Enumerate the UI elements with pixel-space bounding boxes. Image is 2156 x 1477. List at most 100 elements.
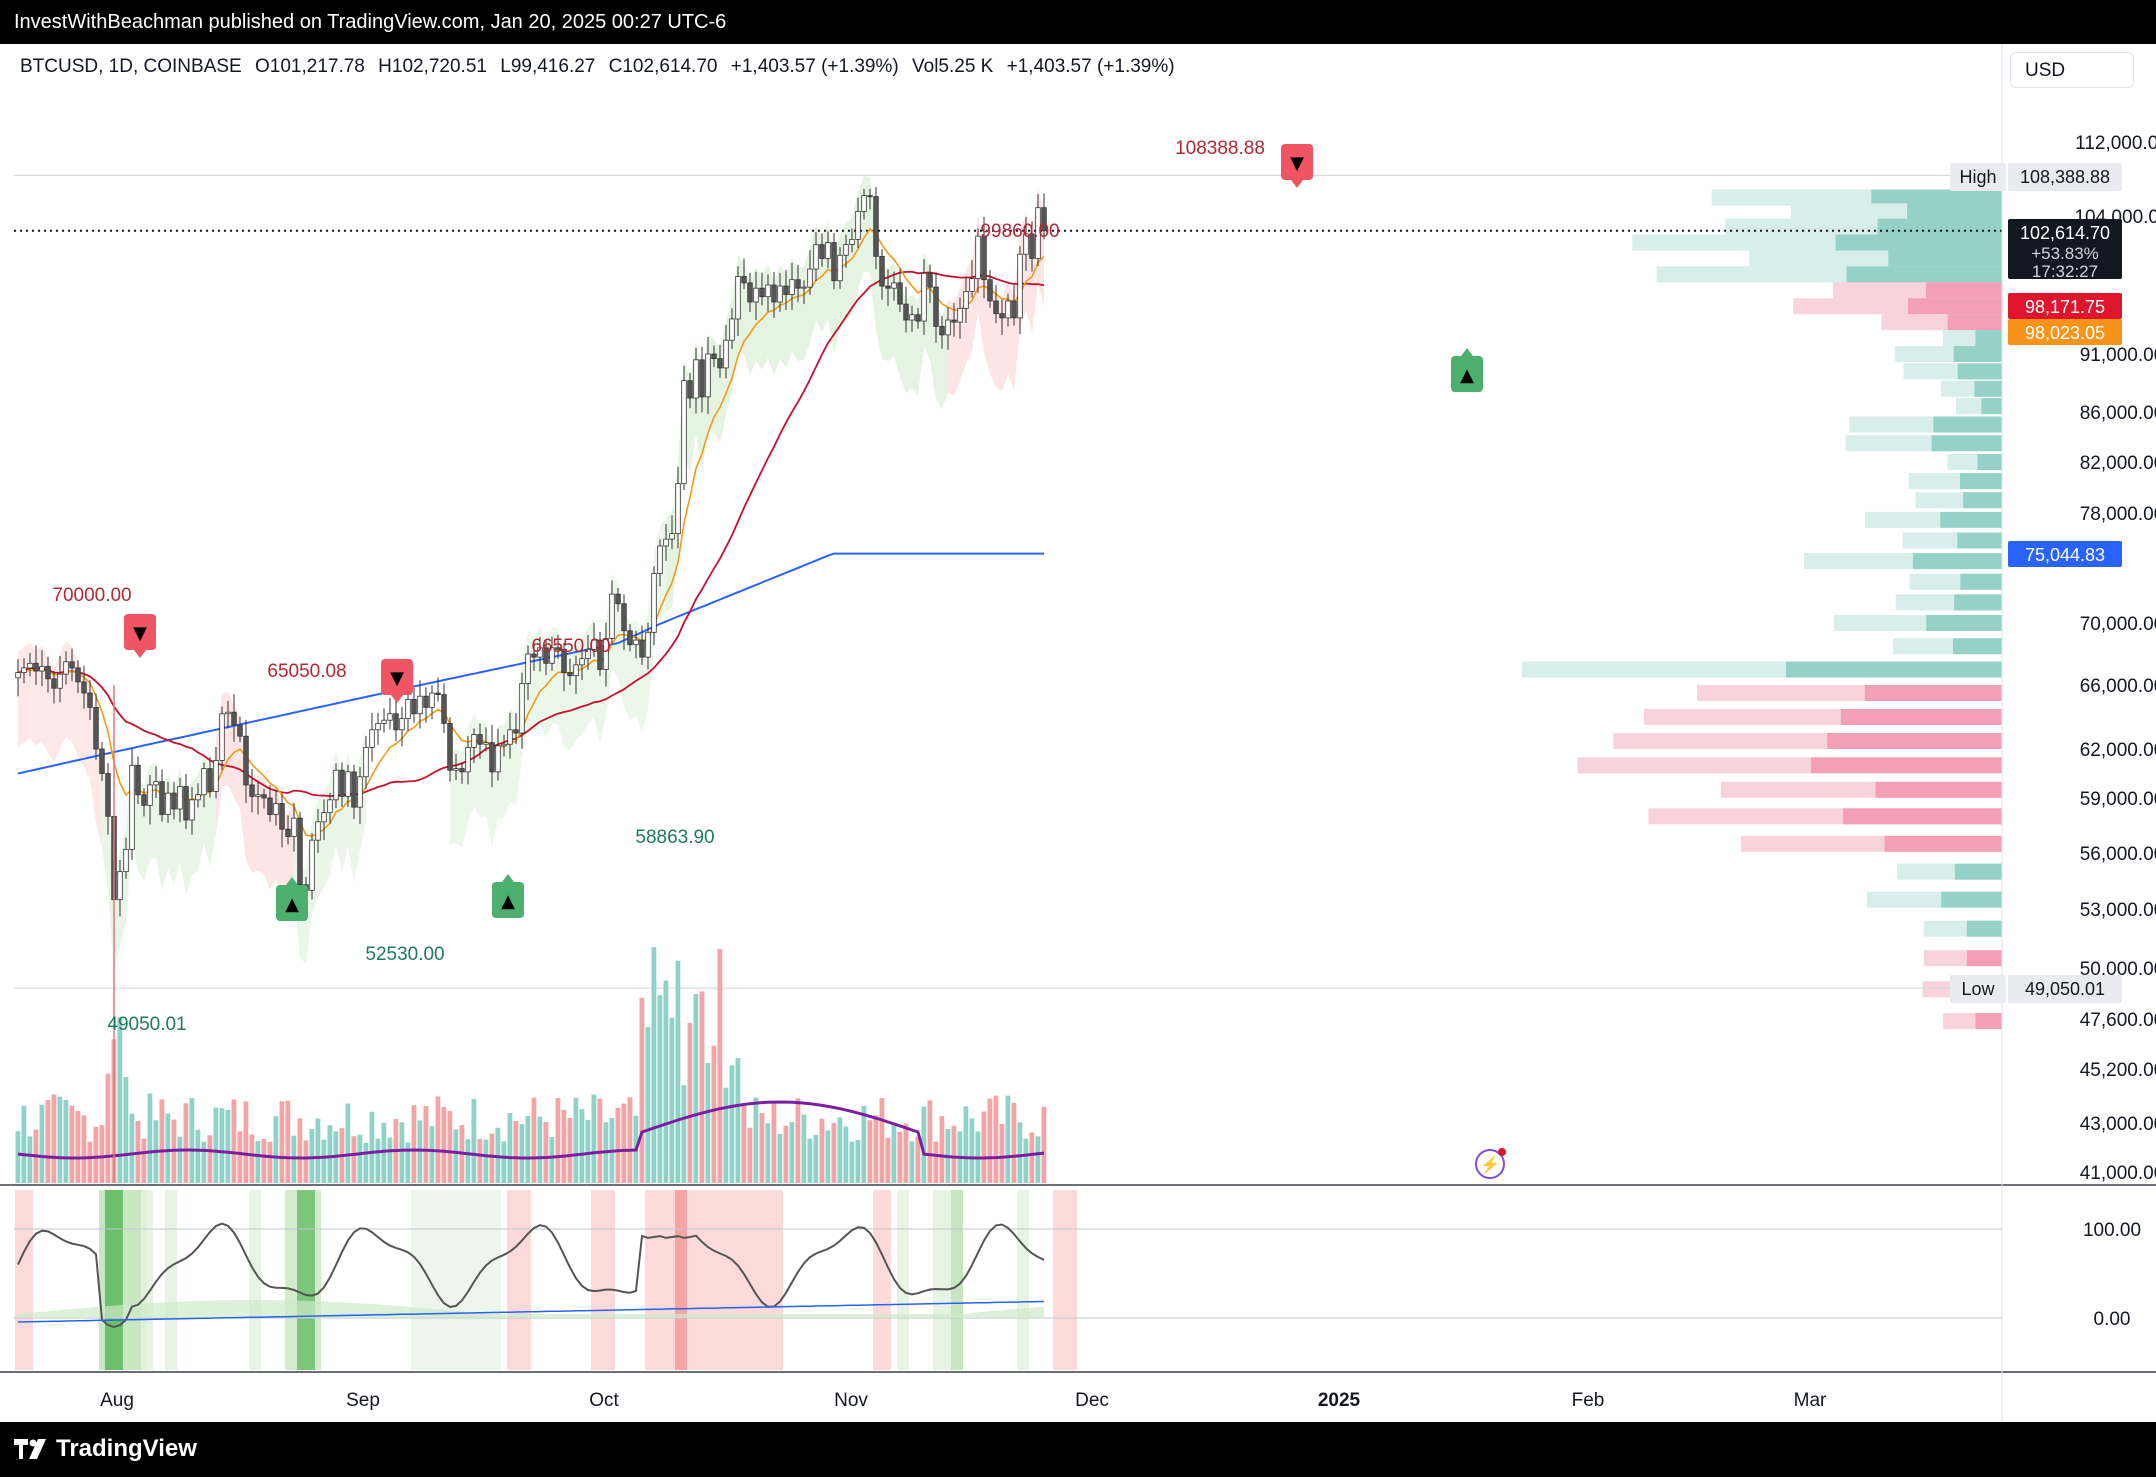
candle-body bbox=[645, 631, 651, 658]
candle-body bbox=[237, 724, 243, 737]
candle-body bbox=[591, 639, 597, 650]
currency-button[interactable]: USD bbox=[2010, 52, 2134, 88]
price-badge bbox=[2008, 293, 2122, 319]
candle-body bbox=[693, 359, 699, 399]
price-badge bbox=[2008, 163, 2122, 191]
volume-bar bbox=[897, 1131, 903, 1183]
volume-bar bbox=[777, 1134, 783, 1183]
candle-body bbox=[1035, 207, 1041, 259]
price-badge-value: 108,388.88 bbox=[2020, 167, 2110, 187]
oscillator-zone bbox=[15, 1190, 33, 1370]
footer-bar: TradingView bbox=[0, 1422, 2156, 1477]
volume-bar bbox=[81, 1115, 87, 1183]
volume-bar bbox=[417, 1120, 423, 1183]
time-tick: Feb bbox=[1572, 1390, 1605, 1411]
buy-signal-sep: ▲ bbox=[492, 874, 524, 918]
volume-bar bbox=[1017, 1122, 1023, 1183]
legend-open: O101,217.78 bbox=[255, 56, 365, 77]
profile-row-core bbox=[1875, 781, 2002, 798]
arrow-down-icon: ▼ bbox=[390, 668, 404, 689]
volume-bar bbox=[261, 1138, 267, 1183]
candle-body bbox=[765, 284, 771, 298]
chart-canvas[interactable]: ▼ ▼ ▼ ▲ ▲ ▲ ⚡ 108388.88 99860.00 70000.00 65050.0… bbox=[0, 44, 2156, 1422]
volume-bar bbox=[717, 949, 723, 1183]
volume-bar bbox=[951, 1125, 957, 1183]
volume-bar bbox=[267, 1141, 273, 1183]
candle-body bbox=[975, 235, 981, 280]
legend-symbol[interactable]: BTCUSD, 1D, COINBASE bbox=[20, 56, 242, 77]
price-tick: 59,000.00 bbox=[2080, 789, 2156, 810]
oscillator-tick: 100.00 bbox=[2083, 1220, 2141, 1241]
oscillator-zone bbox=[591, 1190, 615, 1370]
price-tick: 112,000.00 bbox=[2075, 133, 2156, 154]
candle-body bbox=[309, 839, 315, 891]
volume-bar bbox=[765, 1123, 771, 1183]
volume-bar bbox=[627, 1097, 633, 1183]
price-annotation: 70000.00 bbox=[52, 585, 131, 606]
candle-body bbox=[471, 734, 477, 748]
volume-bar bbox=[753, 1097, 759, 1183]
candle-body bbox=[549, 647, 555, 664]
volume-bar bbox=[363, 1142, 369, 1183]
candle-body bbox=[45, 666, 51, 680]
legend-close: C102,614.70 bbox=[608, 56, 718, 77]
candle-body bbox=[1041, 207, 1047, 232]
volume-bar bbox=[177, 1136, 183, 1183]
profile-row-core bbox=[1931, 435, 2002, 452]
legend-change: +1,403.57 (+1.39%) bbox=[730, 56, 899, 77]
volume-bar bbox=[387, 1137, 393, 1183]
time-tick: Mar bbox=[1794, 1390, 1827, 1411]
volume-bar bbox=[249, 1134, 255, 1183]
price-badge bbox=[2008, 541, 2122, 567]
publish-bar: InvestWithBeachman published on TradingV… bbox=[0, 0, 2156, 44]
candle-body bbox=[597, 639, 603, 670]
sell-signal-aug-late: ▼ bbox=[381, 659, 413, 703]
legend-volume: Vol5.25 K bbox=[912, 56, 994, 77]
oscillator-zone bbox=[1053, 1190, 1077, 1370]
volume-bar bbox=[519, 1124, 525, 1183]
profile-row-core bbox=[1884, 835, 2002, 852]
volume-bar bbox=[771, 1101, 777, 1183]
candle-body bbox=[105, 773, 111, 817]
oscillator-zone bbox=[105, 1190, 123, 1370]
candles bbox=[15, 186, 1047, 1183]
price-badge-value: 102,614.70 bbox=[2020, 223, 2110, 243]
volume-bar bbox=[141, 1138, 147, 1183]
volume-bar bbox=[531, 1097, 537, 1183]
volume-bar bbox=[501, 1141, 507, 1183]
candle-body bbox=[993, 300, 999, 315]
oscillator-zone bbox=[297, 1190, 315, 1370]
candle-body bbox=[867, 195, 873, 198]
price-badge bbox=[2008, 319, 2122, 345]
volume-bar bbox=[489, 1133, 495, 1183]
candle-body bbox=[63, 661, 69, 675]
oscillator-zone bbox=[411, 1190, 501, 1370]
signal-markers: ▼ ▼ ▼ ▲ ▲ ▲ ⚡ bbox=[124, 144, 1506, 1179]
candle-body bbox=[153, 781, 159, 786]
candle-body bbox=[747, 282, 753, 303]
candle-body bbox=[627, 630, 633, 646]
sell-signal-box bbox=[381, 659, 413, 695]
buy-signal-aug: ▲ bbox=[276, 877, 308, 921]
volume-bar bbox=[351, 1136, 357, 1183]
candle-body bbox=[651, 573, 657, 633]
candle-body bbox=[381, 719, 387, 724]
volume-bar bbox=[573, 1097, 579, 1183]
candle-body bbox=[177, 786, 183, 810]
volume-bar bbox=[831, 1122, 837, 1183]
volume-bar bbox=[555, 1098, 561, 1183]
candle-body bbox=[39, 666, 45, 672]
candle-body bbox=[921, 272, 927, 322]
volume-bar bbox=[75, 1110, 81, 1183]
oscillator-fill bbox=[18, 1300, 1044, 1318]
volume-bar bbox=[849, 1141, 855, 1183]
candle-body bbox=[171, 792, 177, 810]
price-badge-extra: 17:32:27 bbox=[2032, 262, 2098, 281]
volume-bar bbox=[705, 1062, 711, 1183]
volume-profile bbox=[1522, 189, 2002, 1030]
candle-body bbox=[987, 279, 993, 302]
price-tick: 91,000.00 bbox=[2080, 345, 2156, 366]
candle-body bbox=[957, 307, 963, 323]
candle-body bbox=[75, 667, 81, 683]
candle-body bbox=[783, 285, 789, 295]
